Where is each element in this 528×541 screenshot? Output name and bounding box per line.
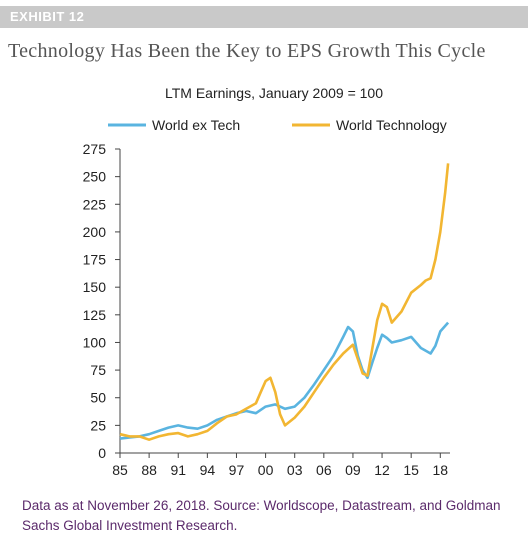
y-tick-label: 200 — [83, 224, 107, 240]
chart-axes: 0 25 50 75 100 125 150 175 200 225 250 275 85 88 91 94 9… — [83, 141, 450, 478]
y-tick-label: 50 — [90, 390, 106, 406]
exhibit-label: EXHIBIT 12 — [10, 9, 85, 24]
chart-series — [119, 163, 450, 441]
y-tick-label: 250 — [83, 169, 107, 185]
x-tick-label: 94 — [200, 462, 216, 478]
y-tick-label: 125 — [83, 307, 107, 323]
page-title: Technology Has Been the Key to EPS Growt… — [8, 40, 486, 62]
x-tick-label: 09 — [345, 462, 361, 478]
y-tick-label: 100 — [83, 334, 107, 350]
x-tick-label: 85 — [112, 462, 128, 478]
x-tick-label: 00 — [258, 462, 274, 478]
y-tick-label: 0 — [98, 445, 106, 461]
y-tick-label: 175 — [83, 252, 107, 268]
x-tick-label: 18 — [433, 462, 449, 478]
chart-title: LTM Earnings, January 2009 = 100 — [165, 85, 383, 101]
x-tick-label: 06 — [316, 462, 332, 478]
line-chart: LTM Earnings, January 2009 = 100 World e… — [83, 85, 450, 478]
x-tick-label: 12 — [374, 462, 390, 478]
x-tick-label: 97 — [229, 462, 245, 478]
series-line-world-ex-tech — [119, 321, 450, 440]
exhibit-banner: EXHIBIT 12 — [0, 6, 528, 28]
x-tick-label: 03 — [287, 462, 303, 478]
legend-label-world-ex-tech: World ex Tech — [152, 117, 240, 133]
y-tick-label: 25 — [90, 417, 106, 433]
x-tick-label: 15 — [403, 462, 419, 478]
y-tick-label: 275 — [83, 141, 107, 157]
x-tick-label: 91 — [170, 462, 186, 478]
series-line-world-technology — [119, 163, 450, 441]
legend-label-world-technology: World Technology — [336, 117, 447, 133]
chart-legend: World ex Tech World Technology — [108, 117, 447, 133]
y-tick-label: 150 — [83, 279, 107, 295]
source-footnote: Data as at November 26, 2018. Source: Wo… — [22, 498, 501, 533]
y-tick-label: 75 — [90, 362, 106, 378]
x-tick-label: 88 — [141, 462, 157, 478]
y-tick-label: 225 — [83, 196, 107, 212]
